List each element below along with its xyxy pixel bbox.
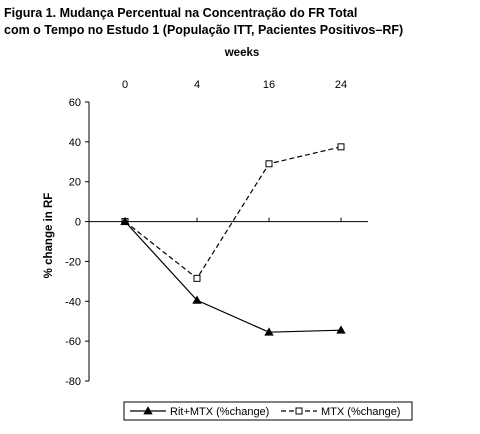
data-point [193, 274, 201, 282]
chart-title: Figura 1. Mudança Percentual na Concentr… [4, 5, 403, 39]
chart-axes: -80 -60 -40 -20 0 20 40 60 0 4 16 24 weeks % change i… [43, 47, 368, 388]
legend-label-rit-mtx: Rit+MTX (%change) [170, 406, 269, 418]
y-tick-label: -60 [65, 336, 81, 348]
data-point [192, 295, 202, 304]
x-axis-label: weeks [224, 47, 260, 59]
data-point [336, 325, 346, 334]
series-line [124, 146, 342, 280]
series-mtx [121, 143, 345, 282]
legend-box [123, 401, 413, 421]
y-tick-label: 40 [69, 137, 81, 149]
y-tick-label: -40 [65, 296, 81, 308]
series-rit-mtx [120, 216, 346, 336]
x-tick-label: 16 [263, 79, 275, 91]
data-point [265, 160, 273, 168]
data-point [264, 327, 274, 336]
x-tick-label: 0 [122, 79, 128, 91]
y-axis-label: % change in RF [43, 193, 55, 279]
series-line [124, 221, 342, 333]
legend-marker-rit-mtx [143, 406, 153, 415]
chart-legend: Rit+MTX (%change) MTX (%change) [123, 401, 413, 421]
y-tick-label: 60 [69, 97, 81, 109]
y-tick-label: 20 [69, 177, 81, 189]
legend-marker-mtx [295, 407, 303, 415]
chart-series [120, 143, 346, 336]
x-tick-label: 4 [194, 79, 200, 91]
chart-title-line-1: Figura 1. Mudança Percentual na Concentr… [4, 6, 358, 20]
data-point [337, 143, 345, 151]
legend-label-mtx: MTX (%change) [321, 406, 400, 418]
y-tick-label: -80 [65, 376, 81, 388]
y-tick-label: -20 [65, 256, 81, 268]
y-tick-label: 0 [75, 217, 81, 229]
data-point [120, 216, 130, 225]
chart-title-line-2: com o Tempo no Estudo 1 (População ITT, … [4, 23, 404, 37]
x-tick-label: 24 [335, 79, 347, 91]
